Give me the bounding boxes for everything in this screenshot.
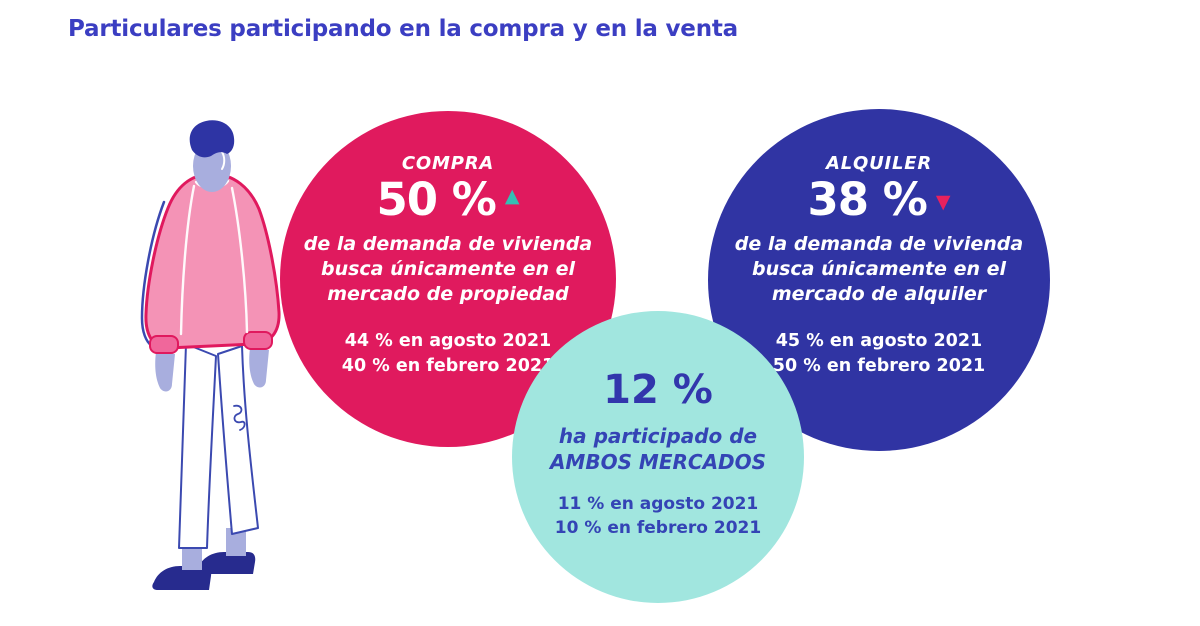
face-highlight: [221, 151, 226, 170]
history-line: 45 % en agosto 2021: [775, 331, 983, 352]
compra-value: 50 %: [376, 173, 496, 226]
person-ankles: [182, 528, 246, 570]
history-line: 10 % en febrero 2021: [554, 517, 762, 538]
alquiler-circle: ALQUILER 38 % ▼ de la demanda de viviend…: [708, 109, 1050, 451]
history-line: 11 % en agosto 2021: [557, 493, 759, 514]
ambos-description: ha participado de AMBOS MERCADOS: [550, 423, 766, 476]
ambos-value-row: 12 %: [603, 369, 713, 411]
compra-label: COMPRA: [401, 153, 495, 174]
history-line: 50 % en febrero 2021: [772, 356, 986, 377]
person-trousers: [178, 343, 259, 549]
alquiler-description: de la demanda de vivienda busca únicamen…: [735, 232, 1023, 307]
person-shoes: [152, 552, 256, 590]
description-line: de la demanda de vivienda: [303, 233, 593, 256]
person-illustration: [140, 120, 281, 590]
description-line: busca únicamente en el: [751, 258, 1006, 281]
history-line: 44 % en agosto 2021: [344, 331, 552, 352]
alquiler-value-row: 38 % ▼: [807, 173, 951, 226]
sweater-cuffs: [149, 331, 273, 354]
ambos-value: 12 %: [603, 367, 713, 413]
person-sweater: [144, 172, 281, 350]
description-line: AMBOS MERCADOS: [549, 450, 767, 475]
description-line: mercado de alquiler: [771, 283, 987, 306]
compra-description: de la demanda de vivienda busca únicamen…: [304, 232, 592, 307]
trend-down-icon: ▼: [935, 191, 951, 214]
person-arm-outline: [140, 200, 166, 348]
trouser-squiggle: [233, 404, 246, 431]
ambos-history: 11 % en agosto 2021 10 % en febrero 2021: [555, 492, 761, 540]
ambos-circle: 12 % ha participado de AMBOS MERCADOS 11…: [512, 311, 804, 603]
compra-value-row: 50 % ▲: [376, 173, 520, 226]
alquiler-history: 45 % en agosto 2021 50 % en febrero 2021: [773, 329, 985, 379]
description-line: ha participado de: [558, 424, 758, 448]
description-line: busca únicamente en el: [320, 258, 575, 281]
person-hair: [189, 120, 235, 158]
alquiler-label: ALQUILER: [825, 153, 933, 174]
compra-history: 44 % en agosto 2021 40 % en febrero 2021: [342, 329, 554, 379]
trend-up-icon: ▲: [504, 185, 520, 208]
description-line: mercado de propiedad: [327, 283, 569, 306]
page-title: Particulares participando en la compra y…: [68, 16, 738, 42]
person-hands: [155, 348, 269, 392]
description-line: de la demanda de vivienda: [734, 233, 1024, 256]
history-line: 40 % en febrero 2021: [341, 356, 555, 377]
alquiler-value: 38 %: [807, 173, 927, 226]
